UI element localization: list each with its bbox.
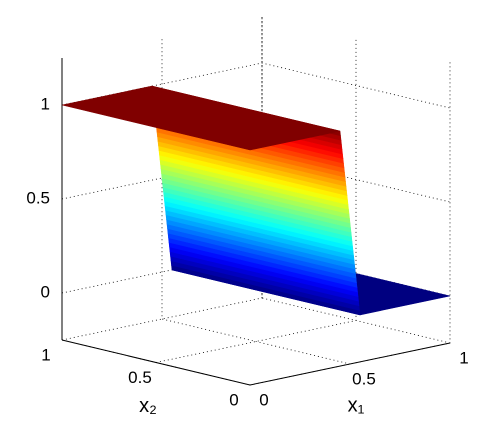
axis-line	[249, 342, 451, 386]
grid-line	[161, 37, 351, 365]
y-tick-label: 1	[41, 345, 50, 364]
grid-line	[155, 38, 357, 363]
axis-line	[61, 339, 251, 386]
grid-line	[261, 16, 451, 344]
y-tick-label: 0.5	[128, 368, 152, 387]
y-axis-label: x₂	[139, 395, 157, 417]
x-tick-label: 0	[259, 390, 268, 409]
x-tick-label: 0.5	[352, 369, 376, 388]
z-tick-label: 1	[41, 94, 50, 113]
x-axis-label: x₁	[348, 394, 365, 416]
z-tick-label: 0	[41, 282, 50, 301]
x-tick-label: 1	[459, 348, 468, 367]
y-tick-label: 0	[229, 390, 238, 409]
z-tick-label: 0.5	[26, 188, 50, 207]
surface-patch	[61, 85, 341, 151]
